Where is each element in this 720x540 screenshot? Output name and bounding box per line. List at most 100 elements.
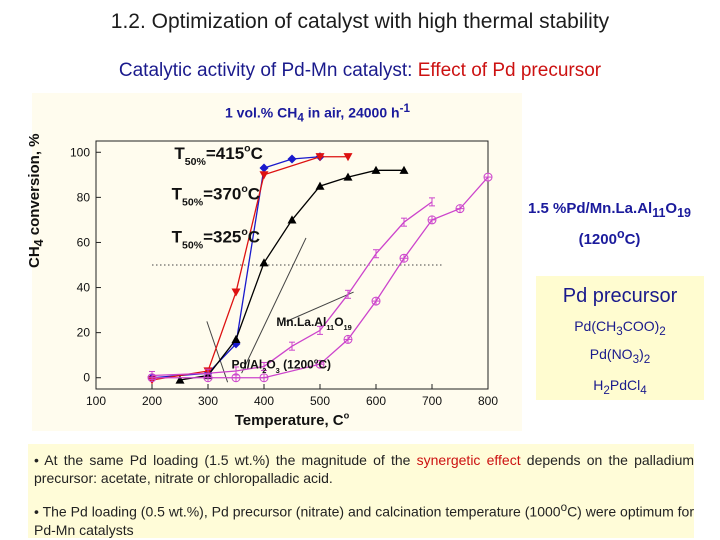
series-1-point-2 [231, 288, 241, 297]
precursor-item-chloride: H2PdCl4 [536, 377, 704, 397]
chart-panel: 100 200 300 400 500 600 700 800 0 20 40 60 80 100 T50%… [32, 93, 522, 431]
series-2-point-4 [287, 215, 297, 224]
annotation-pdal-sup: o [314, 356, 319, 365]
series-3-point-6 [371, 296, 381, 306]
series-4-point-4 [289, 341, 295, 351]
series-3-point-10 [483, 172, 493, 182]
annotation-t50-415-sup: o [244, 142, 251, 154]
series-0-point-4 [287, 154, 297, 164]
x-tick-label: 400 [254, 394, 274, 408]
series-4-point-5 [317, 325, 323, 335]
pointer-pdal-2 [241, 237, 307, 374]
bullet-2-text-a: • The Pd loading (0.5 wt.%), Pd precurso… [34, 503, 561, 520]
annotation-t50-415-rest: =415 [206, 144, 244, 163]
series-3-point-4 [315, 359, 325, 369]
annotation-t50-325-sup: o [241, 226, 248, 238]
series-4-point-3 [261, 361, 267, 371]
catalyst-calc-tail: C) [624, 231, 641, 248]
y-tick-label: 60 [77, 235, 91, 249]
x-tick-label: 100 [86, 394, 106, 408]
bullet-2: • The Pd loading (0.5 wt.%), Pd precurso… [34, 499, 694, 539]
slide-title: 1.2. Optimization of catalyst with high … [110, 10, 610, 33]
chart-title-rest: in air, 24000 h [303, 104, 400, 121]
series-4-point-9 [429, 197, 435, 207]
y-axis-label: CH4 conversion, % [26, 133, 46, 269]
series-3-point-8 [427, 215, 437, 225]
prec-nitrate-main: Pd(NO [589, 346, 633, 362]
annotation-t50-325-main: T [172, 227, 183, 246]
series-3-point-7 [399, 253, 409, 263]
y-tick-label: 100 [70, 145, 90, 159]
subtitle-highlight: Effect of Pd precursor [417, 60, 602, 81]
pointer-mnlaal [286, 291, 354, 322]
y-tick-label: 20 [77, 326, 91, 340]
slide-subtitle: Catalytic activity of Pd-Mn catalyst: Ef… [0, 60, 720, 82]
annotation-t50-415-main: T [174, 144, 185, 163]
annotation-t50-415-tail: C [251, 144, 263, 163]
annotation-pdal-sub: 2 [262, 366, 266, 375]
annotation-mnlaal-mid: O [334, 315, 343, 329]
y-tick-label: 0 [83, 371, 90, 385]
bullet-1-highlight: synergetic effect [416, 452, 521, 468]
annotation-mnlaal-sub2: 19 [344, 323, 352, 332]
series-2-point-3 [259, 258, 269, 267]
series-4-point-8 [401, 217, 407, 227]
prec-nitrate-sub2: 2 [643, 352, 651, 366]
series-3-point-9 [455, 204, 465, 214]
series-2-point-5 [315, 181, 325, 190]
bullet-1: • At the same Pd loading (1.5 wt.%) the … [34, 451, 694, 487]
series-line-1 [151, 156, 348, 381]
series-1-point-4 [315, 153, 325, 162]
x-axis-label-rest: C [333, 412, 344, 429]
annotation-pdal-main: Pd/Al [232, 358, 263, 372]
prec-chloride-sub: 2 [603, 383, 610, 397]
annotation-mnlaal: Mn.La.Al11O19 [276, 315, 352, 332]
chart-title-sub: 4 [297, 111, 304, 125]
series-1-point-5 [343, 153, 353, 162]
bullet-1-text-c: depends on the palladium precursor: acet… [34, 452, 695, 486]
annotation-mnlaal-main: Mn.La.Al [276, 315, 326, 329]
annotation-t50-370-sup: o [241, 183, 248, 195]
annotation-pdal-tail: C) [318, 358, 331, 372]
prec-chloride-mid: PdCl [609, 377, 641, 393]
annotation-t50-325-tail: C [248, 227, 260, 246]
prec-acetate-main: Pd(CH [574, 318, 617, 334]
x-tick-label: 200 [142, 394, 162, 408]
annotation-pdal-rest: (1200 [280, 358, 314, 372]
y-tick-label: 40 [77, 281, 91, 295]
catalyst-main: 1.5 %Pd/Mn.La.Al [528, 200, 653, 217]
x-tick-label: 700 [422, 394, 442, 408]
annotation-t50-370-main: T [172, 185, 183, 204]
x-tick-label: 500 [310, 394, 330, 408]
prec-acetate-sub2: 2 [659, 324, 666, 338]
series-4-point-2 [233, 366, 239, 376]
catalyst-sub: 11 [652, 206, 666, 220]
series-2-point-0 [175, 375, 185, 384]
annotation-t50-370: T50%=370oC [172, 183, 260, 209]
prec-acetate-sub: 3 [616, 324, 623, 338]
chart-title-sup: -1 [399, 102, 410, 115]
series-2-point-7 [371, 165, 381, 174]
annotation-t50-325: T50%=325oC [172, 226, 260, 252]
series-1-point-3 [259, 171, 269, 180]
catalyst-label-line1: 1.5 %Pd/Mn.La.Al11O19 [512, 198, 707, 224]
precursor-item-nitrate: Pd(NO3)2 [536, 346, 704, 366]
annotation-t50-370-rest: =370 [203, 185, 241, 204]
series-0-point-3 [259, 163, 269, 173]
bullet-2-sup: o [560, 501, 568, 514]
series-4-point-6 [345, 289, 351, 299]
x-tick-label: 600 [366, 394, 386, 408]
catalyst-mid: O [665, 200, 678, 217]
catalyst-sub2: 19 [677, 206, 691, 220]
annotation-t50-325-sub: 50% [182, 239, 204, 251]
precursor-panel [536, 276, 704, 400]
catalyst-label: 1.5 %Pd/Mn.La.Al11O19 (1200oC) [512, 198, 707, 250]
series-2-point-6 [343, 172, 353, 181]
x-axis-label: Temperature, Co [235, 410, 350, 429]
bullet-1-text-a: • At the same Pd loading (1.5 wt.%) the … [34, 452, 417, 468]
series-2-point-2 [231, 334, 241, 343]
annotation-mnlaal-sub: 11 [326, 323, 334, 332]
catalyst-calc-main: (1200 [578, 231, 617, 248]
bullet-2-text-c: C) were optimum for Pd-Mn catalysts [34, 503, 695, 538]
